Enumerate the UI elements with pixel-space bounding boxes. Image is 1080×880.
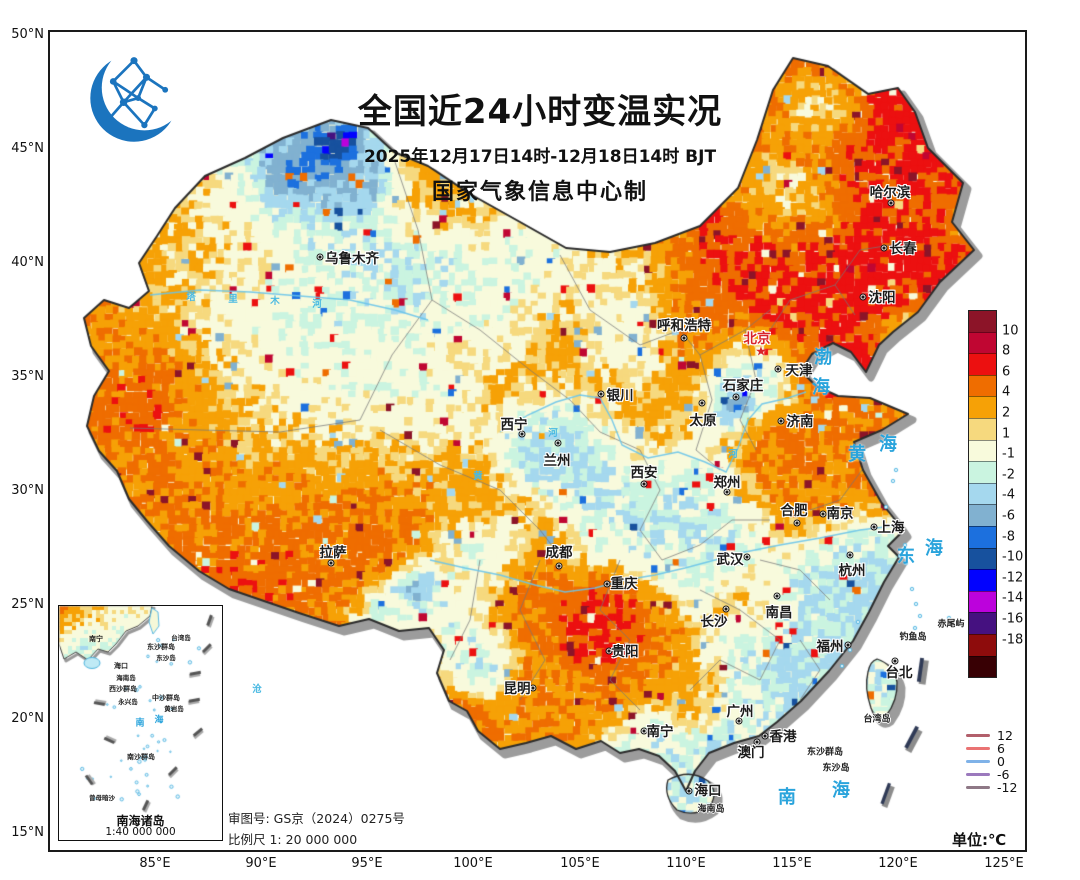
colorbar-block-7	[969, 461, 996, 483]
colorbar-block-16	[969, 655, 996, 678]
colorbar-block-8	[969, 482, 996, 505]
colorbar-block-11	[969, 547, 996, 570]
unit-label: 单位:℃	[952, 831, 1007, 849]
map-scale: 比例尺 1: 20 000 000	[228, 832, 358, 847]
map-license-number: 审图号: GS京（2024）0275号	[228, 811, 405, 826]
colorbar-block-14	[969, 612, 996, 634]
colorbar-block-10	[969, 525, 996, 548]
map-title: 全国近24小时变温实况	[357, 92, 723, 132]
inset-scale: 1:40 000 000	[105, 826, 176, 838]
colorbar-block-12	[969, 569, 996, 591]
inset-caption: 南海诸岛	[116, 814, 165, 828]
colorbar-block-13	[969, 590, 996, 613]
map-credit: 国家气象信息中心制	[431, 180, 648, 205]
colorbar-block-15	[969, 633, 996, 656]
colorbar-block-3	[969, 374, 996, 397]
title-block: 全国近24小时变温实况 2025年12月17日14时-12月18日14时 BJT…	[290, 84, 790, 206]
map-subtitle: 2025年12月17日14时-12月18日14时 BJT	[363, 147, 717, 167]
colorbar-block-2	[969, 353, 996, 375]
nmic-logo-icon	[73, 44, 195, 148]
temperature-colorbar	[968, 310, 997, 679]
colorbar-block-4	[969, 396, 996, 418]
colorbar-block-1	[969, 331, 996, 354]
colorbar-block-5	[969, 417, 996, 440]
colorbar-block-9	[969, 504, 996, 526]
colorbar-block-6	[969, 439, 996, 462]
colorbar-block-0	[969, 311, 996, 332]
